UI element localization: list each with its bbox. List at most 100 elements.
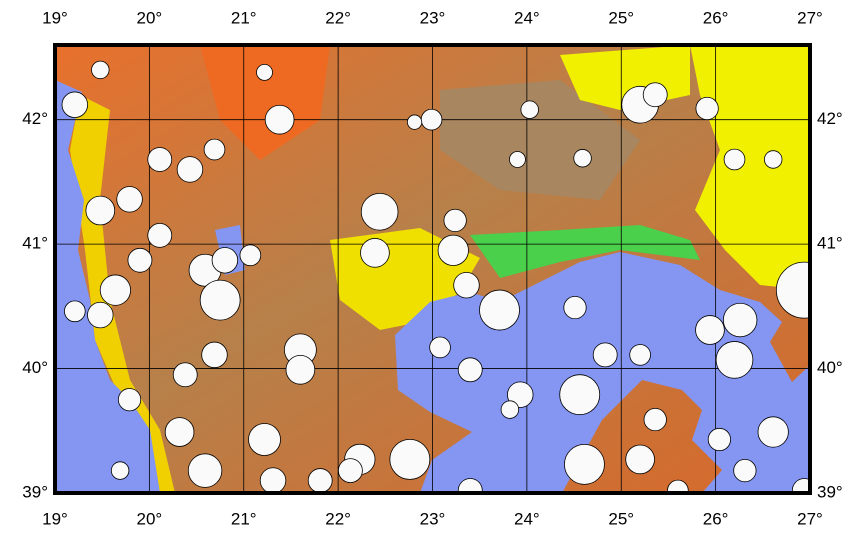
y-tick-label: 40° — [817, 358, 843, 377]
epicenter — [420, 108, 443, 131]
x-tick-label: 23° — [420, 8, 446, 27]
epicenter — [187, 453, 223, 488]
epicenter — [775, 261, 810, 319]
epicenter — [457, 357, 483, 383]
plain — [690, 45, 810, 290]
events — [61, 60, 810, 493]
epicenter — [87, 301, 114, 329]
x-tick-label: 23° — [420, 509, 446, 528]
epicenter — [239, 244, 262, 267]
epicenter — [757, 416, 789, 448]
epicenter — [667, 479, 689, 493]
x-tick-label: 27° — [797, 8, 823, 27]
epicenter — [199, 279, 241, 321]
lowland — [470, 225, 700, 278]
epicenter — [85, 195, 116, 226]
epicenter — [573, 149, 592, 168]
epicenter — [479, 289, 520, 331]
epicenter — [211, 247, 239, 274]
x-tick-label: 26° — [703, 509, 729, 528]
epicenter — [695, 315, 725, 345]
x-tick-label: 21° — [231, 509, 257, 528]
land — [200, 45, 330, 160]
x-tick-label: 22° — [325, 8, 351, 27]
epicenter — [443, 208, 467, 233]
epicenter — [564, 443, 605, 485]
x-tick-label: 22° — [325, 509, 351, 528]
epicenter — [707, 427, 732, 452]
y-tick-label: 39° — [22, 482, 48, 501]
x-tick-label: 19° — [42, 8, 68, 27]
epicenter — [563, 295, 587, 320]
epicenter — [592, 342, 618, 368]
epicenter — [520, 100, 539, 119]
x-tick-label: 20° — [137, 509, 163, 528]
epicenter — [791, 478, 810, 493]
epicenter — [389, 438, 431, 480]
epicenter — [147, 222, 173, 248]
epicenter — [625, 444, 655, 475]
epicenter — [117, 388, 142, 412]
epicenter — [116, 186, 143, 213]
epicenter — [722, 302, 758, 338]
epicenter — [264, 104, 295, 135]
x-tick-label: 24° — [514, 509, 540, 528]
epicenter — [733, 458, 757, 483]
y-tick-label: 39° — [817, 482, 843, 501]
epicenter — [164, 417, 195, 447]
tick-labels: 19° 19° 20° 20° 21° 21° 22° 22° 23° 23° 24° 24° 25° 2… — [22, 8, 842, 528]
epicenter — [453, 271, 480, 299]
epicenter — [256, 63, 273, 81]
epicenter — [91, 60, 110, 80]
frame — [53, 43, 812, 495]
epicenter — [643, 407, 667, 432]
epicenter — [763, 150, 783, 169]
x-tick-label: 20° — [137, 8, 163, 27]
epicenter — [64, 300, 86, 323]
epicenter — [437, 234, 469, 266]
epicenter — [110, 461, 130, 480]
epicenter — [172, 362, 198, 388]
epicenter — [61, 91, 89, 118]
epicenter — [127, 247, 153, 273]
x-tick-label: 27° — [797, 509, 823, 528]
epicenter — [695, 96, 719, 121]
epicenter — [248, 423, 281, 456]
epicenter — [360, 192, 399, 231]
epicenter — [203, 138, 226, 161]
epicenter — [629, 344, 651, 366]
epicenter — [307, 468, 333, 493]
epicenter — [337, 458, 363, 484]
epicenter — [285, 354, 316, 385]
epicenter — [500, 400, 520, 419]
epicenter — [406, 114, 423, 130]
epicenter — [507, 381, 534, 408]
epicenter — [147, 147, 173, 172]
epicenter — [201, 341, 228, 369]
land — [440, 80, 640, 200]
x-tick-label: 25° — [608, 509, 634, 528]
x-tick-label: 24° — [514, 8, 540, 27]
epicenter — [259, 467, 287, 493]
epicenter — [176, 156, 204, 183]
epicenter — [429, 336, 451, 359]
epicenter — [360, 238, 390, 268]
sea — [55, 80, 160, 493]
epicenter — [715, 341, 754, 379]
epicenter — [99, 274, 132, 306]
y-tick-label: 42° — [22, 109, 48, 128]
y-tick-label: 41° — [817, 234, 843, 253]
x-tick-label: 19° — [42, 509, 68, 528]
y-tick-label: 42° — [817, 109, 843, 128]
coast — [70, 95, 175, 493]
epicenter — [559, 374, 601, 416]
epicenter — [457, 478, 483, 493]
epicenter — [642, 82, 668, 108]
epicenter — [509, 151, 526, 168]
y-tick-label: 40° — [22, 358, 48, 377]
x-tick-label: 26° — [703, 8, 729, 27]
y-tick-label: 41° — [22, 234, 48, 253]
epicenter — [723, 148, 746, 171]
